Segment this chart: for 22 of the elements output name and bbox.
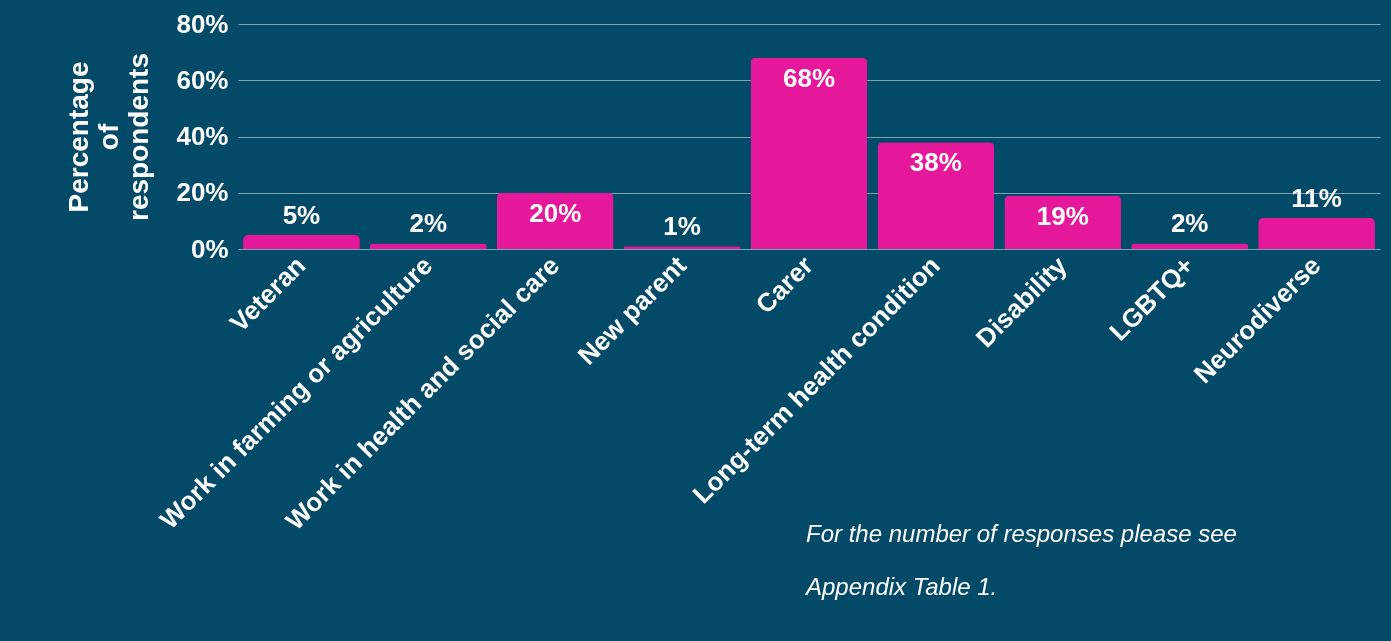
data-label: 38% [909, 147, 962, 178]
y-tick-label: 80% [176, 8, 229, 39]
bar [243, 234, 360, 249]
data-label: 11% [1291, 183, 1342, 214]
text: For the number of responses please see [806, 520, 1237, 547]
bar [750, 57, 868, 249]
y-tick-label: 0% [190, 233, 229, 264]
data-label: 1% [663, 211, 701, 242]
text: Appendix Table 1. [804, 573, 998, 600]
bar [877, 142, 995, 249]
y-tick-label: 60% [176, 64, 229, 95]
data-label: 19% [1036, 200, 1089, 231]
data-label: 5% [282, 199, 321, 230]
data-label: 2% [409, 208, 448, 239]
bar [1258, 218, 1375, 249]
y-tick-label: 20% [176, 177, 229, 208]
bar [496, 192, 614, 249]
y-tick-label: 40% [176, 121, 229, 151]
y-axis-title: Percentage of respondents [63, 52, 155, 222]
data-label: 20% [529, 197, 582, 228]
data-label: 2% [1170, 208, 1209, 239]
data-label: 68% [782, 62, 836, 93]
